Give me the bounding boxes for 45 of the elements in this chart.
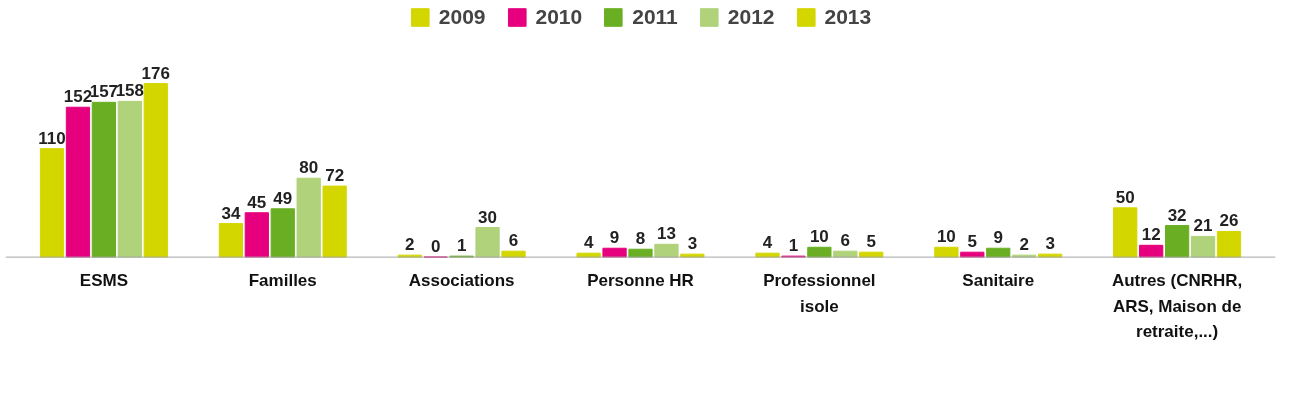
data-label: 34 xyxy=(221,203,241,223)
legend-label: 2012 xyxy=(727,5,775,29)
legend-label: 2013 xyxy=(824,5,872,29)
data-label: 30 xyxy=(478,207,498,227)
data-label: 13 xyxy=(656,224,676,244)
data-label: 10 xyxy=(936,227,956,247)
data-label: 72 xyxy=(325,166,345,186)
data-label: 158 xyxy=(115,81,145,101)
data-label: 32 xyxy=(1167,205,1187,225)
data-label: 26 xyxy=(1219,211,1239,231)
data-label: 5 xyxy=(866,232,876,252)
data-label: 45 xyxy=(247,192,267,212)
data-label: 6 xyxy=(840,231,851,251)
data-label: 4 xyxy=(583,233,594,253)
data-label: 4 xyxy=(762,233,773,253)
x-tick-label: Sanitaire xyxy=(962,271,1035,291)
x-tick-label: ESMS xyxy=(79,271,128,291)
legend-label: 2009 xyxy=(438,5,486,29)
x-tick-label: Autres (CNRHR, ARS, Maison de retraite,...) xyxy=(1111,271,1243,342)
x-tick-label: Familles xyxy=(248,271,317,291)
data-label: 6 xyxy=(508,231,519,251)
x-tick-label: Professionnel isole xyxy=(763,271,876,316)
data-label: 80 xyxy=(299,158,319,178)
data-label: 8 xyxy=(635,229,646,249)
data-label: 110 xyxy=(38,128,66,148)
data-label: 2 xyxy=(405,235,415,255)
data-label: 49 xyxy=(273,188,293,208)
data-label: 9 xyxy=(609,228,620,248)
legend-label: 2010 xyxy=(535,5,583,29)
data-label: 21 xyxy=(1193,216,1213,236)
data-label: 5 xyxy=(967,232,978,252)
x-tick-label: Associations xyxy=(408,271,515,291)
data-label: 3 xyxy=(1045,234,1055,254)
legend-label: 2011 xyxy=(632,5,678,29)
data-label: 0 xyxy=(430,237,441,257)
data-label: 10 xyxy=(809,227,829,247)
data-label: 12 xyxy=(1141,225,1161,245)
data-label: 176 xyxy=(141,63,170,83)
data-label: 50 xyxy=(1115,187,1135,207)
data-label: 3 xyxy=(687,234,698,254)
data-label: 9 xyxy=(993,228,1003,248)
data-label: 1 xyxy=(456,236,467,256)
data-label: 1 xyxy=(788,236,799,256)
x-tick-label: Personne HR xyxy=(587,271,694,291)
data-label: 2 xyxy=(1019,235,1029,255)
